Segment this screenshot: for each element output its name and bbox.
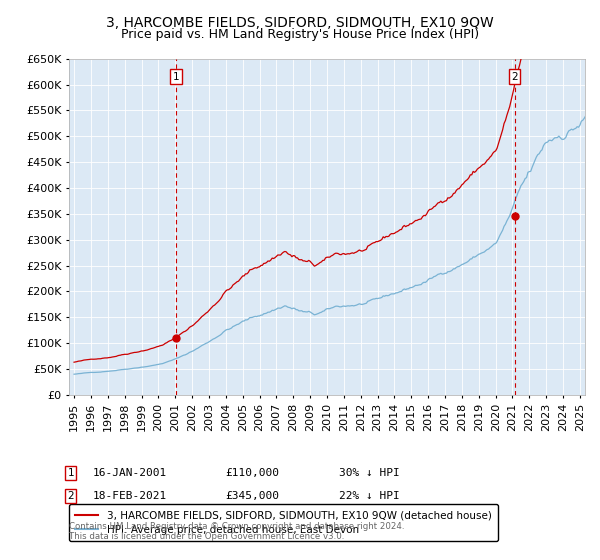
Legend: 3, HARCOMBE FIELDS, SIDFORD, SIDMOUTH, EX10 9QW (detached house), HPI: Average p: 3, HARCOMBE FIELDS, SIDFORD, SIDMOUTH, E… <box>69 504 497 541</box>
Text: 2: 2 <box>67 491 74 501</box>
Text: 3, HARCOMBE FIELDS, SIDFORD, SIDMOUTH, EX10 9QW: 3, HARCOMBE FIELDS, SIDFORD, SIDMOUTH, E… <box>106 16 494 30</box>
Text: 30% ↓ HPI: 30% ↓ HPI <box>339 468 400 478</box>
Text: Price paid vs. HM Land Registry's House Price Index (HPI): Price paid vs. HM Land Registry's House … <box>121 28 479 41</box>
Text: 1: 1 <box>173 72 179 82</box>
Text: 18-FEB-2021: 18-FEB-2021 <box>93 491 167 501</box>
Text: Contains HM Land Registry data © Crown copyright and database right 2024.
This d: Contains HM Land Registry data © Crown c… <box>69 522 404 542</box>
Text: 22% ↓ HPI: 22% ↓ HPI <box>339 491 400 501</box>
Text: 16-JAN-2001: 16-JAN-2001 <box>93 468 167 478</box>
Text: 1: 1 <box>67 468 74 478</box>
Text: £110,000: £110,000 <box>225 468 279 478</box>
Text: 2: 2 <box>511 72 518 82</box>
Text: £345,000: £345,000 <box>225 491 279 501</box>
